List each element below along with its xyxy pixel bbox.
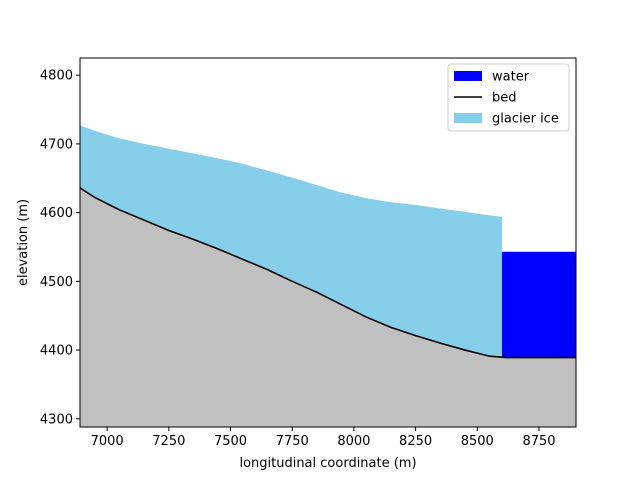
x-tick-label: 7750 [276, 434, 309, 449]
x-tick-label: 8250 [399, 434, 432, 449]
x-tick-label: 7250 [152, 434, 185, 449]
x-tick-label: 7000 [91, 434, 124, 449]
y-tick-label: 4600 [40, 206, 73, 221]
plot-area [80, 125, 576, 427]
legend-label: glacier ice [492, 112, 559, 127]
x-axis-label: longitudinal coordinate (m) [239, 456, 416, 471]
bedrock-fill [80, 187, 576, 427]
legend-swatch [454, 71, 482, 81]
axes-frame [79, 57, 577, 428]
y-axis-label: elevation (m) [16, 199, 31, 286]
legend-swatch [454, 113, 482, 123]
x-tick-label: 8500 [461, 434, 494, 449]
x-tick-label: 8000 [337, 434, 370, 449]
axis-ticks: 7000 7250 7500 7750 8000 8250 8500 8750 4300 4400… [40, 69, 556, 449]
bed-line [80, 187, 576, 359]
y-tick-label: 4700 [40, 137, 73, 152]
glacier-ice-area [80, 125, 502, 358]
x-tick-label: 7500 [214, 434, 247, 449]
water-area [501, 251, 576, 358]
y-tick-label: 4300 [40, 412, 73, 427]
legend-label: water [492, 70, 530, 85]
legend-label: bed [492, 91, 517, 106]
x-tick-label: 8750 [522, 434, 555, 449]
legend: water bed glacier ice [447, 63, 570, 132]
y-tick-label: 4400 [40, 344, 73, 359]
y-tick-label: 4800 [40, 69, 73, 84]
y-tick-label: 4500 [40, 275, 73, 290]
